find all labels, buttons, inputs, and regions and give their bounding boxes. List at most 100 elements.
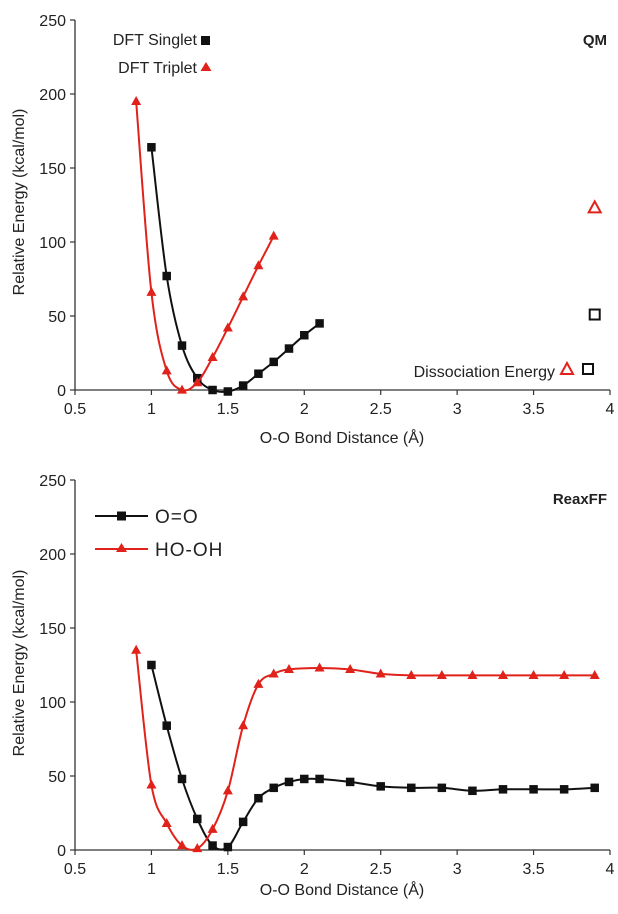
y-tick-label: 200 [39,87,66,104]
data-point [269,357,278,367]
legend-label-dft-singlet: DFT Singlet [113,32,198,49]
data-point [559,669,570,679]
qm-panel-label: QM [583,32,607,49]
reaxff-legend: O=O HO-OH [95,507,222,561]
data-point [436,669,447,679]
data-point [284,664,294,674]
data-point [222,785,233,795]
reaxff-ticks: 0.5 1 1.5 2 2.5 3 3.5 4 0 50 100 150 200 250 [39,473,614,878]
data-point [146,779,157,789]
data-point [161,365,172,375]
data-point [468,786,477,796]
x-tick-label: 3 [453,861,462,878]
reaxff-x-axis-title: O-O Bond Distance (Å) [260,880,425,899]
data-point [238,817,248,827]
data-point [407,783,416,793]
qm-ticks: 0.5 1 1.5 2 2.5 3 3.5 4 0 50 100 150 200 250 [39,13,614,418]
legend-marker-o2 [117,511,126,521]
data-point [208,385,217,395]
data-point [284,777,294,787]
data-point [208,841,217,850]
x-tick-label: 1 [147,861,156,878]
data-point [345,777,355,787]
y-tick-label: 150 [39,621,66,638]
legend-label-dft-triplet: DFT Triplet [118,60,197,77]
data-point [131,96,142,105]
data-point [192,843,203,853]
qm-axes [74,20,610,391]
data-point [529,785,538,794]
data-point [147,660,156,670]
series-line-1 [135,650,595,851]
data-point [314,662,325,672]
data-point [162,721,171,730]
data-point [177,341,187,350]
series-line-0 [150,664,595,851]
x-tick-label: 3 [453,401,462,418]
y-tick-label: 50 [48,309,66,326]
data-point [223,842,233,852]
y-tick-label: 0 [57,843,66,860]
data-point [589,669,600,679]
legend-marker-dft-singlet [201,36,210,45]
dissociation-triplet-legend-marker [559,360,575,375]
x-tick-label: 2.5 [370,861,392,878]
y-tick-label: 150 [39,161,66,178]
series-line-1 [135,101,275,392]
data-point [192,377,203,387]
x-tick-label: 2 [300,861,309,878]
data-point [146,286,157,296]
data-point [161,817,172,827]
data-point [269,783,278,793]
data-point [268,668,279,678]
dissociation-singlet-legend-marker [582,363,594,375]
y-tick-label: 100 [39,695,66,712]
data-point [162,271,171,281]
data-point [284,344,294,353]
x-tick-label: 1 [147,401,156,418]
dissociation-label: Dissociation Energy [414,364,555,381]
data-point [315,319,324,328]
data-point [238,291,249,301]
y-tick-label: 200 [39,547,66,564]
data-point [498,785,508,794]
data-point [300,330,309,340]
x-tick-label: 2.5 [370,401,392,418]
data-point [254,793,263,803]
dissociation-point [588,308,601,321]
data-point [559,785,569,794]
data-point [207,352,218,362]
data-point [253,678,264,688]
y-tick-label: 50 [48,769,66,786]
qm-series [131,96,603,396]
legend-label-o2: O=O [155,507,199,528]
dissociation-annotation: Dissociation Energy [414,360,594,381]
data-point [238,381,248,390]
x-tick-label: 4 [606,401,615,418]
x-tick-label: 3.5 [522,861,544,878]
data-point [253,260,264,270]
reaxff-axes [74,480,610,851]
x-tick-label: 3.5 [522,401,544,418]
reaxff-panel-label: ReaxFF [553,491,607,508]
qm-x-axis-title: O-O Bond Distance (Å) [260,428,425,447]
y-tick-label: 100 [39,235,66,252]
data-point [437,783,447,793]
data-point [375,668,386,678]
reaxff-panel: 0.5 1 1.5 2 2.5 3 3.5 4 0 50 100 150 200 250 O-O Bond… [11,473,615,899]
data-point [528,669,539,679]
x-tick-label: 1.5 [217,401,239,418]
legend-marker-h2o2 [116,543,127,552]
qm-y-axis-title: Relative Energy (kcal/mol) [11,109,28,296]
y-tick-label: 0 [57,383,66,400]
data-point [222,322,233,332]
qm-panel: 0.5 1 1.5 2 2.5 3 3.5 4 0 50 100 150 200 250 O-O Bond… [11,13,615,447]
series-line-0 [150,147,321,393]
data-point [177,840,187,850]
data-point [590,783,599,793]
dissociation-point [587,199,603,214]
data-point [238,720,249,730]
data-point [315,774,324,784]
reaxff-series [131,644,600,853]
